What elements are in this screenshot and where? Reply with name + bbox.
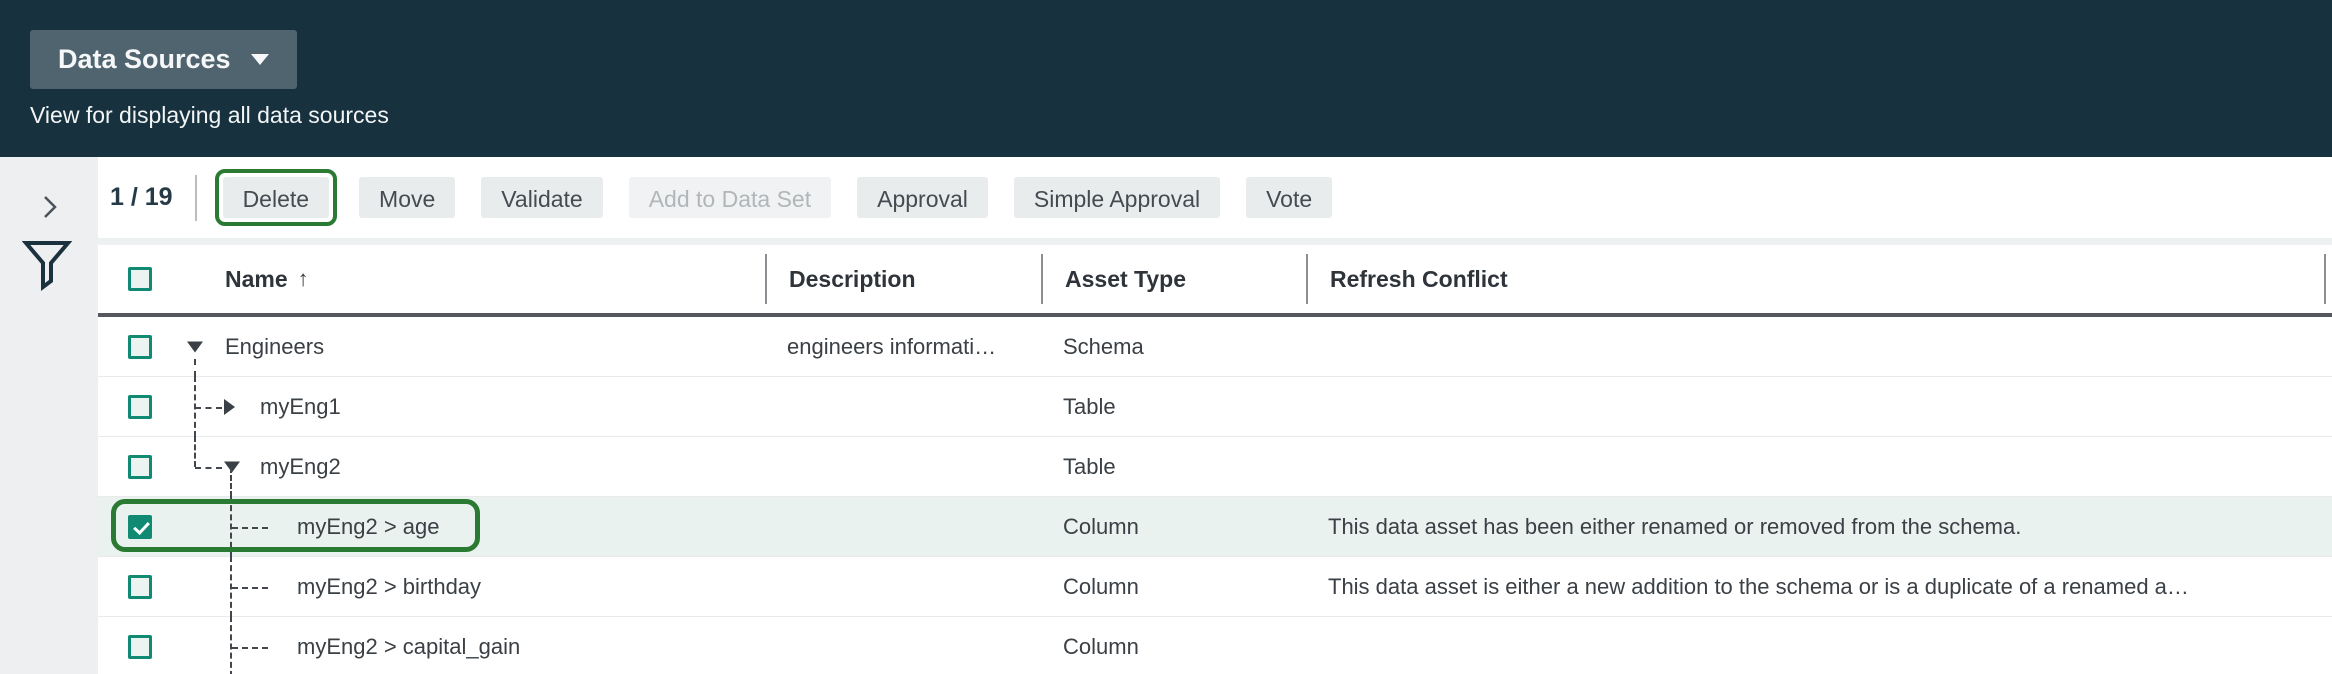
- asset-type-cell: Column: [1063, 513, 1139, 539]
- filter-button[interactable]: [21, 239, 73, 291]
- funnel-icon: [21, 241, 73, 291]
- tree-connector: [194, 436, 196, 467]
- annotation-highlight-delete: Delete: [214, 169, 338, 226]
- select-all-checkbox[interactable]: [128, 267, 152, 291]
- refresh-conflict-column-header[interactable]: Refresh Conflict: [1306, 254, 2324, 304]
- table-row-engineers[interactable]: Engineers engineers informati… Schema: [98, 317, 2332, 377]
- asset-name[interactable]: myEng1: [260, 393, 341, 419]
- asset-type-cell: Column: [1063, 573, 1139, 599]
- asset-name[interactable]: myEng2 > birthday: [297, 573, 482, 599]
- left-sidebar: [0, 157, 98, 674]
- name-cell: myEng2: [190, 436, 765, 497]
- row-checkbox[interactable]: [128, 574, 152, 599]
- asset-name[interactable]: myEng2 > age: [297, 513, 440, 539]
- table-row-myeng2-birthday[interactable]: myEng2 > birthday Column This data asset…: [98, 556, 2332, 617]
- tree-connector: [232, 646, 268, 649]
- tree-connector: [195, 466, 222, 469]
- name-cell: myEng2 > birthday: [190, 556, 765, 617]
- delete-button[interactable]: Delete: [222, 177, 330, 218]
- table-header-row: Name ↑ Description Asset Type Refresh Co…: [98, 245, 2332, 317]
- row-checkbox[interactable]: [128, 634, 152, 659]
- asset-type-cell: Table: [1063, 453, 1116, 479]
- table-row-myeng2-capital-gain[interactable]: myEng2 > capital_gain Column: [98, 616, 2332, 674]
- approval-button[interactable]: Approval: [857, 177, 988, 218]
- bulk-actions-toolbar: 1 / 19 Delete Move Validate Add to Data …: [98, 157, 2332, 238]
- row-checkbox[interactable]: [128, 514, 152, 539]
- asset-name[interactable]: Engineers: [225, 333, 325, 359]
- data-sources-table: Name ↑ Description Asset Type Refresh Co…: [98, 245, 2332, 674]
- asset-name[interactable]: myEng2 > capital_gain: [297, 633, 521, 659]
- chevron-down-icon: [250, 54, 269, 65]
- table-row-myeng2-age[interactable]: myEng2 > age Column This data asset has …: [98, 496, 2332, 557]
- name-cell: Engineers: [187, 317, 765, 377]
- move-button[interactable]: Move: [359, 177, 456, 218]
- tree-connector: [230, 466, 232, 497]
- select-all-cell: [98, 267, 190, 291]
- tree-connector: [194, 359, 196, 377]
- simple-approval-button[interactable]: Simple Approval: [1013, 177, 1221, 218]
- chevron-right-icon: [44, 196, 57, 218]
- tree-connector: [230, 556, 232, 617]
- row-checkbox[interactable]: [128, 394, 152, 419]
- tree-connector: [230, 616, 232, 674]
- name-cell: myEng1: [190, 376, 765, 437]
- tree-connector: [232, 586, 268, 589]
- selection-count: 1 / 19: [110, 183, 173, 211]
- row-checkbox[interactable]: [128, 334, 152, 359]
- toolbar-divider: [194, 174, 197, 221]
- validate-button[interactable]: Validate: [481, 177, 603, 218]
- asset-name[interactable]: myEng2: [260, 453, 341, 479]
- refresh-conflict-cell: This data asset is either a new addition…: [1328, 573, 2189, 599]
- asset-type-cell: Schema: [1063, 333, 1144, 359]
- tree-connector: [230, 496, 232, 557]
- collapse-icon[interactable]: [187, 341, 203, 352]
- expand-panel-button[interactable]: [33, 190, 67, 224]
- vote-button[interactable]: Vote: [1246, 177, 1333, 218]
- description-column-header[interactable]: Description: [765, 254, 1041, 304]
- asset-type-column-header[interactable]: Asset Type: [1041, 254, 1306, 304]
- tree-connector: [195, 406, 222, 409]
- name-cell: myEng2 > age: [190, 496, 765, 557]
- table-row-myeng1[interactable]: myEng1 Table: [98, 376, 2332, 437]
- view-switcher-button[interactable]: Data Sources: [30, 30, 297, 89]
- name-column-header[interactable]: Name ↑: [225, 265, 309, 292]
- expand-icon[interactable]: [224, 398, 235, 415]
- page-title: Data Sources: [58, 44, 231, 74]
- view-description: View for displaying all data sources: [30, 102, 389, 128]
- table-row-myeng2[interactable]: myEng2 Table: [98, 436, 2332, 497]
- refresh-conflict-cell: This data asset has been either renamed …: [1328, 513, 2022, 539]
- asset-type-cell: Table: [1063, 393, 1116, 419]
- tree-connector: [232, 526, 268, 529]
- row-checkbox[interactable]: [128, 454, 152, 479]
- description-cell: engineers informati…: [787, 333, 997, 359]
- collapse-icon[interactable]: [224, 461, 240, 472]
- toolbar-table-gap: [98, 238, 2332, 245]
- add-to-data-set-button: Add to Data Set: [628, 177, 832, 218]
- page-header: Data Sources View for displaying all dat…: [0, 0, 2332, 157]
- asset-type-cell: Column: [1063, 633, 1139, 659]
- name-cell: myEng2 > capital_gain: [190, 616, 765, 674]
- sort-ascending-icon[interactable]: ↑: [297, 266, 309, 291]
